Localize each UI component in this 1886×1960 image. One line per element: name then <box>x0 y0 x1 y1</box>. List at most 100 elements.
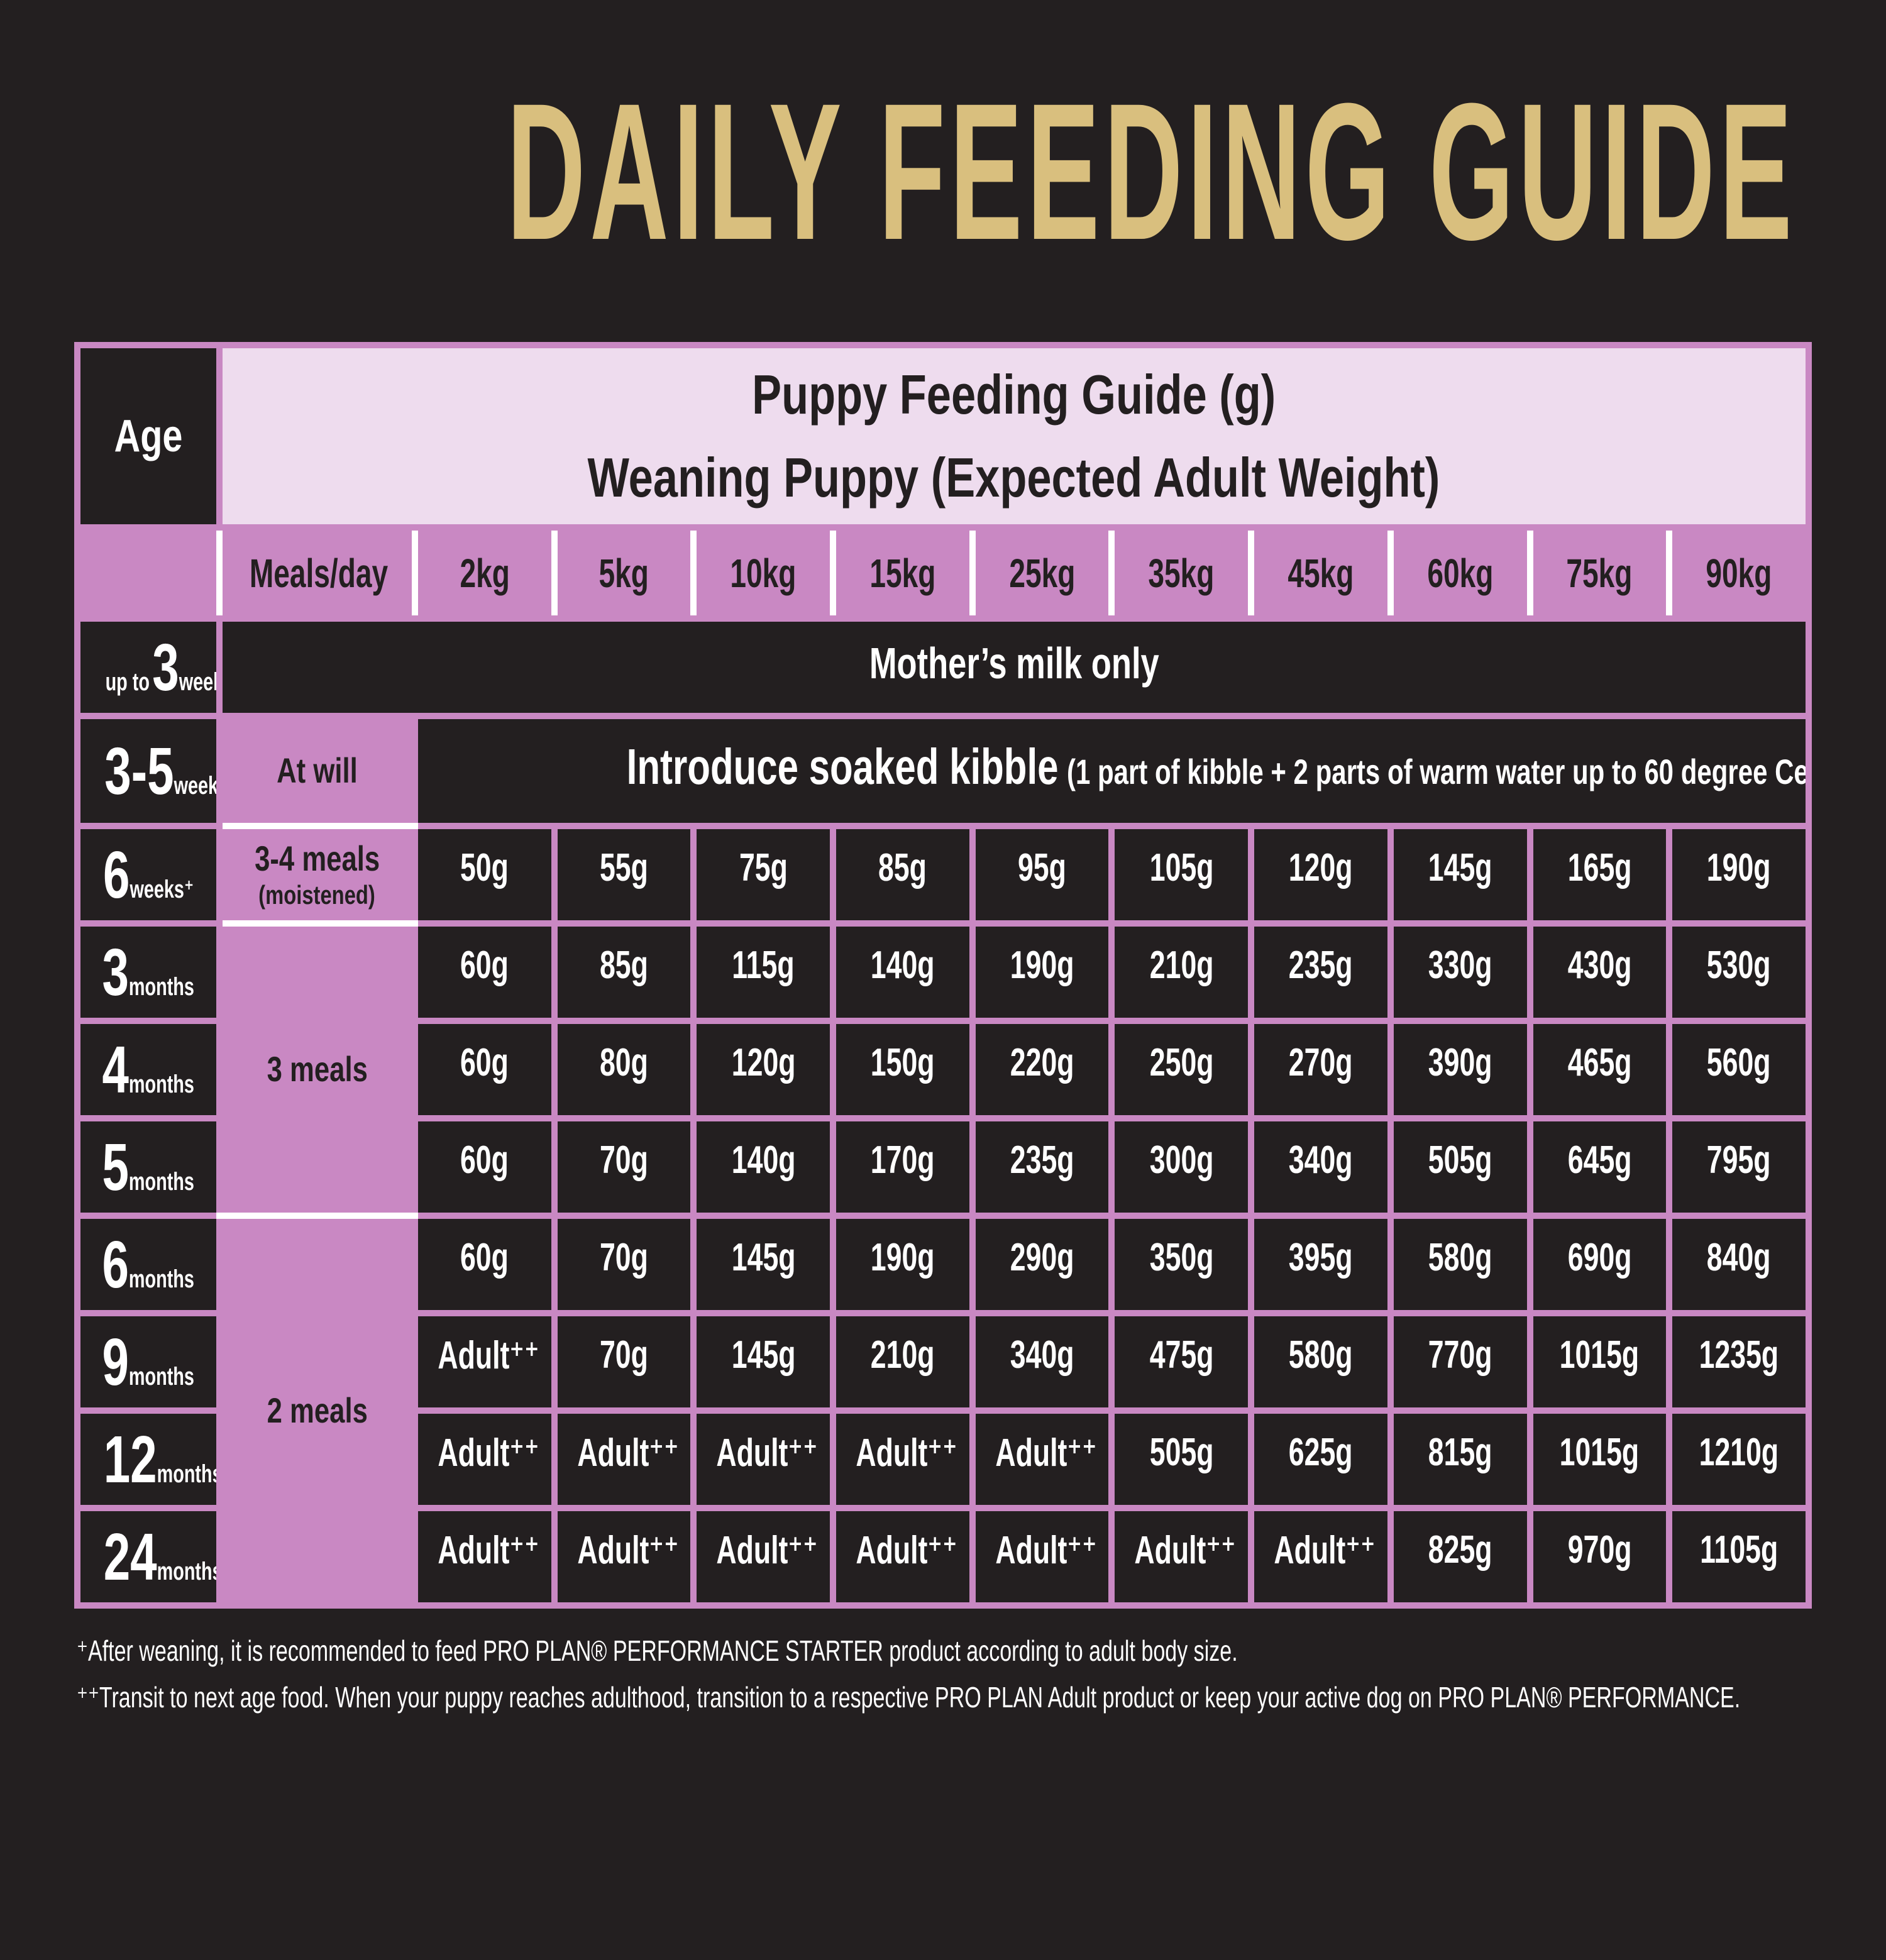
value-text: 1015g <box>1560 1333 1640 1377</box>
value-text: 70g <box>600 1236 648 1279</box>
value-text: Adult⁺⁺ <box>995 1431 1097 1475</box>
value-text: 75g <box>739 846 788 889</box>
value-text: 970g <box>1567 1528 1632 1572</box>
value-cell: 70g <box>551 1115 697 1219</box>
value-text: 60g <box>460 944 509 987</box>
age-label: 6weeks⁺ <box>103 842 194 908</box>
value-cell: Adult⁺⁺ <box>690 1407 837 1511</box>
meals-label: 2 meals <box>267 1390 368 1430</box>
table-row-4-months: 4months 60g 80g 120g 150g 220g 250g 270g… <box>74 1018 1812 1121</box>
value-cell: 530g <box>1666 920 1812 1024</box>
value-text: 145g <box>1428 846 1492 889</box>
age-label: 3months <box>102 939 194 1006</box>
title-bar: DAILY FEEDING GUIDE <box>0 74 1886 269</box>
weight-columns-row: Meals/day 2kg 5kg 10kg 15kg 25kg 35kg 45… <box>74 524 1812 622</box>
table-row-12-months: 12months Adult⁺⁺ Adult⁺⁺ Adult⁺⁺ Adult⁺⁺… <box>74 1407 1812 1511</box>
value-cell: Adult⁺⁺ <box>969 1505 1115 1609</box>
age-number: 6 <box>102 837 130 912</box>
value-cell: 190g <box>1666 823 1812 927</box>
value-cell: 150g <box>830 1018 976 1121</box>
value-cell: Adult⁺⁺ <box>1108 1505 1255 1609</box>
value-text: Adult⁺⁺ <box>438 1431 539 1475</box>
value-cell: 115g <box>690 920 837 1024</box>
value-text: 1235g <box>1699 1333 1779 1377</box>
value-cell: 340g <box>1248 1115 1394 1219</box>
note-main: Introduce soaked kibble <box>626 738 1059 795</box>
note-text: Mother’s milk only <box>869 638 1159 688</box>
value-cell: 815g <box>1387 1407 1533 1511</box>
value-cell: Adult⁺⁺ <box>412 1505 558 1609</box>
value-cell: 390g <box>1387 1018 1533 1121</box>
age-number: 9 <box>102 1324 130 1399</box>
value-cell: 1015g <box>1526 1310 1673 1414</box>
age-number: 6 <box>102 1227 130 1302</box>
value-cell: 505g <box>1108 1407 1255 1511</box>
note-detail: (1 part of kibble + 2 parts of warm wate… <box>1066 751 1809 791</box>
value-cell: 165g <box>1526 823 1673 927</box>
value-text: 190g <box>1010 944 1074 987</box>
age-cell: 24months <box>74 1505 223 1609</box>
value-text: 210g <box>871 1333 935 1377</box>
value-cell: 1235g <box>1666 1310 1812 1414</box>
table-row-5-months: 5months 60g 70g 140g 170g 235g 300g 340g… <box>74 1115 1812 1219</box>
age-label: 12months <box>104 1426 213 1493</box>
value-text: 290g <box>1010 1236 1074 1279</box>
value-text: Adult⁺⁺ <box>577 1529 679 1572</box>
value-text: 170g <box>871 1138 935 1182</box>
meals-cell-at-will: At will <box>216 713 419 829</box>
value-cell: 505g <box>1387 1115 1533 1219</box>
meals-label: 3-4 meals <box>254 839 380 879</box>
table-row-6-months: 6months 2 meals 60g 70g 145g 190g 290g 3… <box>74 1213 1812 1609</box>
value-text: Adult⁺⁺ <box>716 1431 818 1475</box>
value-cell: 840g <box>1666 1213 1812 1316</box>
value-cell: 300g <box>1108 1115 1255 1219</box>
column-header-text: 10kg <box>730 550 797 596</box>
value-cell: Adult⁺⁺ <box>412 1310 558 1414</box>
value-text: 330g <box>1428 944 1492 987</box>
age-unit: months <box>129 1167 195 1196</box>
value-text: 430g <box>1567 944 1632 987</box>
value-text: 70g <box>600 1333 648 1377</box>
value-text: 815g <box>1428 1431 1492 1474</box>
table-title-text: Puppy Feeding Guide (g) <box>752 363 1276 426</box>
value-text: 770g <box>1428 1333 1492 1377</box>
footnotes: ⁺After weaning, it is recommended to fee… <box>77 1636 1886 1712</box>
value-cell: Adult⁺⁺ <box>1248 1505 1394 1609</box>
value-text: 60g <box>460 1041 509 1084</box>
value-text: 300g <box>1149 1138 1214 1182</box>
age-cell: 5months <box>74 1115 223 1219</box>
column-header-text: 15kg <box>869 550 936 596</box>
value-text: 190g <box>871 1236 935 1279</box>
age-unit: months <box>129 972 195 1001</box>
value-cell: 50g <box>412 823 558 927</box>
table-row-6-weeks: 6weeks⁺ 3-4 meals (moistened) 50g 55g 75… <box>74 823 1812 927</box>
value-cell: 60g <box>412 1018 558 1121</box>
table-title-cell: Puppy Feeding Guide (g) Weaning Puppy (E… <box>216 342 1812 531</box>
age-prefix: up to <box>105 668 150 696</box>
value-cell: Adult⁺⁺ <box>551 1407 697 1511</box>
value-cell: 350g <box>1108 1213 1255 1316</box>
value-text: 580g <box>1428 1236 1492 1279</box>
blank-corner-cell <box>74 524 223 622</box>
column-header-text: 60kg <box>1427 550 1494 596</box>
value-text: 505g <box>1149 1431 1214 1474</box>
value-cell: 235g <box>969 1115 1115 1219</box>
table-row-up-to-3-weeks: up to3weeks Mother’s milk only <box>74 615 1812 719</box>
meals-cell-2-meals: 2 meals <box>216 1213 419 1609</box>
value-text: 235g <box>1289 944 1353 987</box>
age-header-label: Age <box>114 411 183 461</box>
value-text: Adult⁺⁺ <box>1274 1529 1376 1572</box>
value-text: 190g <box>1707 846 1771 889</box>
value-text: 1015g <box>1560 1431 1640 1474</box>
value-cell: 70g <box>551 1310 697 1414</box>
column-header-35kg: 35kg <box>1108 524 1255 622</box>
value-cell: 625g <box>1248 1407 1394 1511</box>
value-text: 60g <box>460 1138 509 1182</box>
value-text: 95g <box>1018 846 1067 889</box>
value-text: 250g <box>1149 1041 1214 1084</box>
footnote-text: ⁺After weaning, it is recommended to fee… <box>77 1634 1238 1667</box>
value-cell: 970g <box>1526 1505 1673 1609</box>
column-header-text: 25kg <box>1009 550 1076 596</box>
value-cell: 85g <box>830 823 976 927</box>
value-cell: Adult⁺⁺ <box>830 1407 976 1511</box>
